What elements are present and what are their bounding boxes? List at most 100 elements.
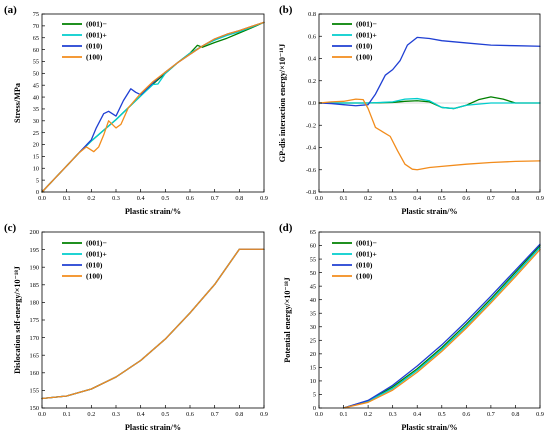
series-line-b-3 [318,98,541,171]
x-tick-label: 0.3 [112,195,120,202]
y-tick-label: 170 [30,335,39,342]
legend: (001)− (001)+ (010) (100) [332,20,377,62]
series-line-d-2 [342,243,541,409]
legend-label: (010) [356,261,373,270]
legend: (001)− (001)+ (010) (100) [62,239,107,281]
y-tick-label: 45 [310,283,316,290]
legend-label: (100) [86,53,103,62]
y-tick-label: 45 [33,82,39,89]
y-tick-label: 25 [310,338,316,345]
x-tick-label: 0.8 [512,195,520,202]
x-tick-label: 0.2 [87,411,95,418]
y-axis-title: GP-dis interaction energy/×10⁻¹⁸J [278,44,287,163]
y-tick-label: 15 [310,365,316,372]
y-tick-label: 35 [310,310,316,317]
legend: (001)− (001)+ (010) (100) [62,20,107,62]
y-tick-label: 60 [310,243,316,250]
legend-label: (001)+ [356,250,377,259]
y-tick-label: 0.4 [308,56,317,63]
series-line-d-0 [342,244,541,409]
x-tick-label: 0.1 [63,195,71,202]
y-tick-label: 10 [310,378,316,385]
legend-label: (010) [86,42,103,51]
x-tick-label: 0.5 [161,195,169,202]
x-tick-label: 0.5 [438,195,446,202]
series-line-a-3 [41,21,265,193]
y-tick-label: 30 [33,118,39,125]
x-tick-label: 0.4 [413,195,422,202]
x-tick-label: 0.6 [186,195,194,202]
x-tick-label: 0.6 [462,411,470,418]
x-tick-label: 0.9 [260,411,268,418]
x-tick-label: 0.5 [438,411,446,418]
y-tick-label: 190 [30,264,39,271]
legend-label: (001)− [356,239,377,248]
y-tick-label: 40 [33,94,39,101]
legend: (001)− (001)+ (010) (100) [332,239,377,281]
y-tick-label: 5 [313,392,316,399]
x-tick-label: 0.1 [340,411,348,418]
y-tick-label: 30 [310,324,316,331]
x-tick-label: 0.6 [186,411,194,418]
x-tick-label: 0.5 [161,411,169,418]
x-tick-label: 0.0 [38,195,46,202]
x-tick-label: 0.7 [487,195,495,202]
y-tick-label: 15 [33,154,39,161]
x-tick-label: 0.9 [260,195,268,202]
x-tick-label: 0.9 [536,195,544,202]
legend-label: (100) [356,53,373,62]
x-tick-label: 0.0 [38,411,46,418]
y-tick-label: 180 [30,300,39,307]
x-tick-label: 0.4 [137,195,146,202]
y-tick-label: 0.6 [308,33,316,40]
x-tick-label: 0.1 [63,411,71,418]
x-tick-label: 0.6 [462,195,470,202]
y-axis-title: Dislocation self-energy/×10⁻¹⁸J [13,266,22,374]
y-tick-label: 160 [30,370,39,377]
y-tick-label: 150 [30,405,39,412]
y-tick-label: 75 [33,11,39,18]
x-tick-label: 0.3 [389,411,397,418]
x-tick-label: 0.2 [87,195,95,202]
y-tick-label: 50 [310,270,316,277]
y-tick-label: 70 [33,23,39,30]
y-tick-label: 5 [36,177,39,184]
series-line-c-2 [41,248,265,400]
series-line-c-1 [41,248,265,400]
y-tick-label: 65 [33,35,39,42]
x-tick-label: 0.2 [364,195,372,202]
y-tick-label: 35 [33,106,39,113]
series-line-b-2 [318,36,541,107]
y-tick-label: 165 [30,352,39,359]
x-axis-title: Plastic strain/% [401,207,457,216]
series-line-d-3 [342,248,541,409]
legend-label: (100) [356,272,373,281]
y-tick-label: 50 [33,71,39,78]
x-axis-title: Plastic strain/% [125,207,181,216]
y-tick-label: 195 [30,247,39,254]
x-tick-label: 0.8 [235,195,243,202]
y-tick-label: 175 [30,317,39,324]
legend-label: (001)+ [86,31,107,40]
y-tick-label: 10 [33,165,39,172]
plot-frame [41,231,265,409]
y-tick-label: -0.2 [306,122,316,129]
series-line-a-2 [41,21,265,193]
legend-label: (001)− [356,20,377,29]
x-tick-label: 0.9 [536,411,544,418]
y-tick-label: 185 [30,282,39,289]
y-tick-label: 60 [33,47,39,54]
y-tick-label: 0 [313,405,316,412]
series-line-b-1 [318,97,541,110]
legend-label: (001)− [86,20,107,29]
plot-frame [318,231,541,409]
series-line-a-0 [41,21,265,193]
plot-frame [41,13,265,193]
y-tick-label: 25 [33,130,39,137]
chart-panel-a: 0.0 0.1 0.2 0.3 0.4 0.5 0.6 0.7 0.8 0.9 0 5 10 15 20 25… [4,4,268,216]
y-tick-label: 155 [30,388,39,395]
chart-panel-d: 0.0 0.1 0.2 0.3 0.4 0.5 0.6 0.7 0.8 0.9 0 5 10 15 20 25… [279,222,544,432]
x-tick-label: 0.7 [211,411,219,418]
y-tick-label: 40 [310,297,316,304]
x-tick-label: 0.2 [364,411,372,418]
